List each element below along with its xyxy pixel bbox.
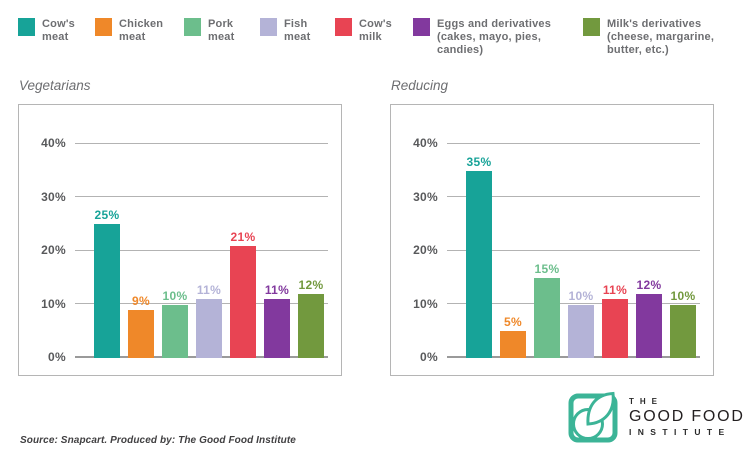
chart-panel-vegetarians: Vegetarians 40% 30% 20% 10% 0% 25% 9% 10% 11% 21%… [18,78,342,376]
gridline [75,196,328,197]
y-tick-label: 40% [413,136,438,150]
legend-item-label: Pork meat [208,18,235,43]
gridline [447,196,700,197]
logo-line-good-food: GOOD FOOD [629,408,745,425]
chart-panel-reducing: Reducing 40% 30% 20% 10% 0% 35% 5% 15% 10% 11% 12%… [390,78,714,376]
chart-title-vegetarians: Vegetarians [19,78,91,93]
gfi-logo: THE GOOD FOOD INSTITUTE [567,391,745,443]
plot-area-vegetarians: 40% 30% 20% 10% 0% 25% 9% 10% 11% 21% 11% 12% [18,104,342,376]
gridline-row: 30% [31,190,328,204]
gridline-row: 20% [31,243,328,257]
y-tick-label: 0% [48,350,66,364]
legend-swatch-icon [95,18,112,36]
bar: 10% [568,289,594,358]
y-tick-label: 20% [41,243,66,257]
bar-value-label: 11% [196,283,222,298]
legend-item: Chicken meat [95,18,163,44]
bar: 11% [264,283,290,358]
legend-swatch-icon [260,18,277,36]
legend-swatch-icon [184,18,201,36]
bar-value-label: 5% [504,315,522,330]
gridline-row: 30% [403,190,700,204]
gridline [447,303,700,304]
gfi-logo-wordmark: THE GOOD FOOD INSTITUTE [629,397,745,437]
legend-item: Eggs and derivatives (cakes, mayo, pies,… [413,18,551,57]
y-tick-label: 40% [41,136,66,150]
bar-value-label: 10% [568,288,594,303]
legend-item: Pork meat [184,18,234,44]
y-tick-label: 10% [41,296,66,311]
legend-swatch-icon [18,18,35,36]
bar-value-label: 35% [466,154,492,169]
gfi-leaf-logo-icon [568,391,618,443]
bars-group: 25% 9% 10% 11% 21% 11% 12% [94,208,324,358]
legend-item-label: Cow's meat [42,18,75,43]
bar: 25% [94,208,120,358]
bar-value-label: 10% [670,288,696,303]
legend-swatch-icon [413,18,430,36]
bar-value-label: 12% [298,277,324,292]
gridline [447,142,700,144]
bar: 21% [230,230,256,358]
bar-value-label: 11% [264,283,290,298]
bar: 11% [196,283,222,358]
gridline [447,249,700,251]
gridline [75,142,328,144]
bar-value-label: 11% [602,283,628,298]
bar: 9% [128,294,154,358]
bar: 10% [162,289,188,358]
bar-value-label: 10% [162,288,188,303]
plot-area-reducing: 40% 30% 20% 10% 0% 35% 5% 15% 10% 11% 12% 10% [390,104,714,376]
gridline [75,249,328,251]
bar: 12% [298,278,324,358]
gridline-row: 40% [31,136,328,150]
bar-value-label: 21% [230,229,256,244]
bar: 12% [636,278,662,358]
y-tick-label: 0% [420,350,438,364]
logo-line-the: THE [629,397,663,406]
gridline-row: 40% [403,136,700,150]
legend-swatch-icon [335,18,352,36]
legend-item: Milk's derivatives (cheese, margarine, b… [583,18,714,57]
bar: 5% [500,315,526,358]
logo-line-institute: INSTITUTE [629,427,731,437]
bar: 15% [534,262,560,358]
bar-value-label: 15% [534,261,560,276]
y-tick-label: 10% [413,296,438,311]
bar: 11% [602,283,628,358]
y-tick-label: 30% [413,189,438,204]
legend-item-label: Fish meat [284,18,311,43]
chart-title-reducing: Reducing [391,78,449,93]
bar: 10% [670,289,696,358]
gridline-row: 20% [403,243,700,257]
bar-value-label: 12% [636,277,662,292]
source-note: Source: Snapcart. Produced by: The Good … [20,435,296,446]
y-tick-label: 30% [41,189,66,204]
bar: 35% [466,155,492,358]
gridline-row: 10% [403,297,700,311]
legend-swatch-icon [583,18,600,36]
legend-item: Fish meat [260,18,310,44]
bar-value-label: 9% [132,293,150,308]
legend-item: Cow's meat [18,18,75,44]
legend-item-label: Chicken meat [119,18,164,43]
legend-item-label: Milk's derivatives (cheese, margarine, b… [607,18,715,56]
bars-group: 35% 5% 15% 10% 11% 12% 10% [466,155,696,358]
y-tick-label: 20% [413,243,438,257]
legend-item-label: Cow's milk [359,18,392,43]
bar-value-label: 25% [94,208,120,223]
legend-item: Cow's milk [335,18,392,44]
legend-item-label: Eggs and derivatives (cakes, mayo, pies,… [437,18,552,56]
